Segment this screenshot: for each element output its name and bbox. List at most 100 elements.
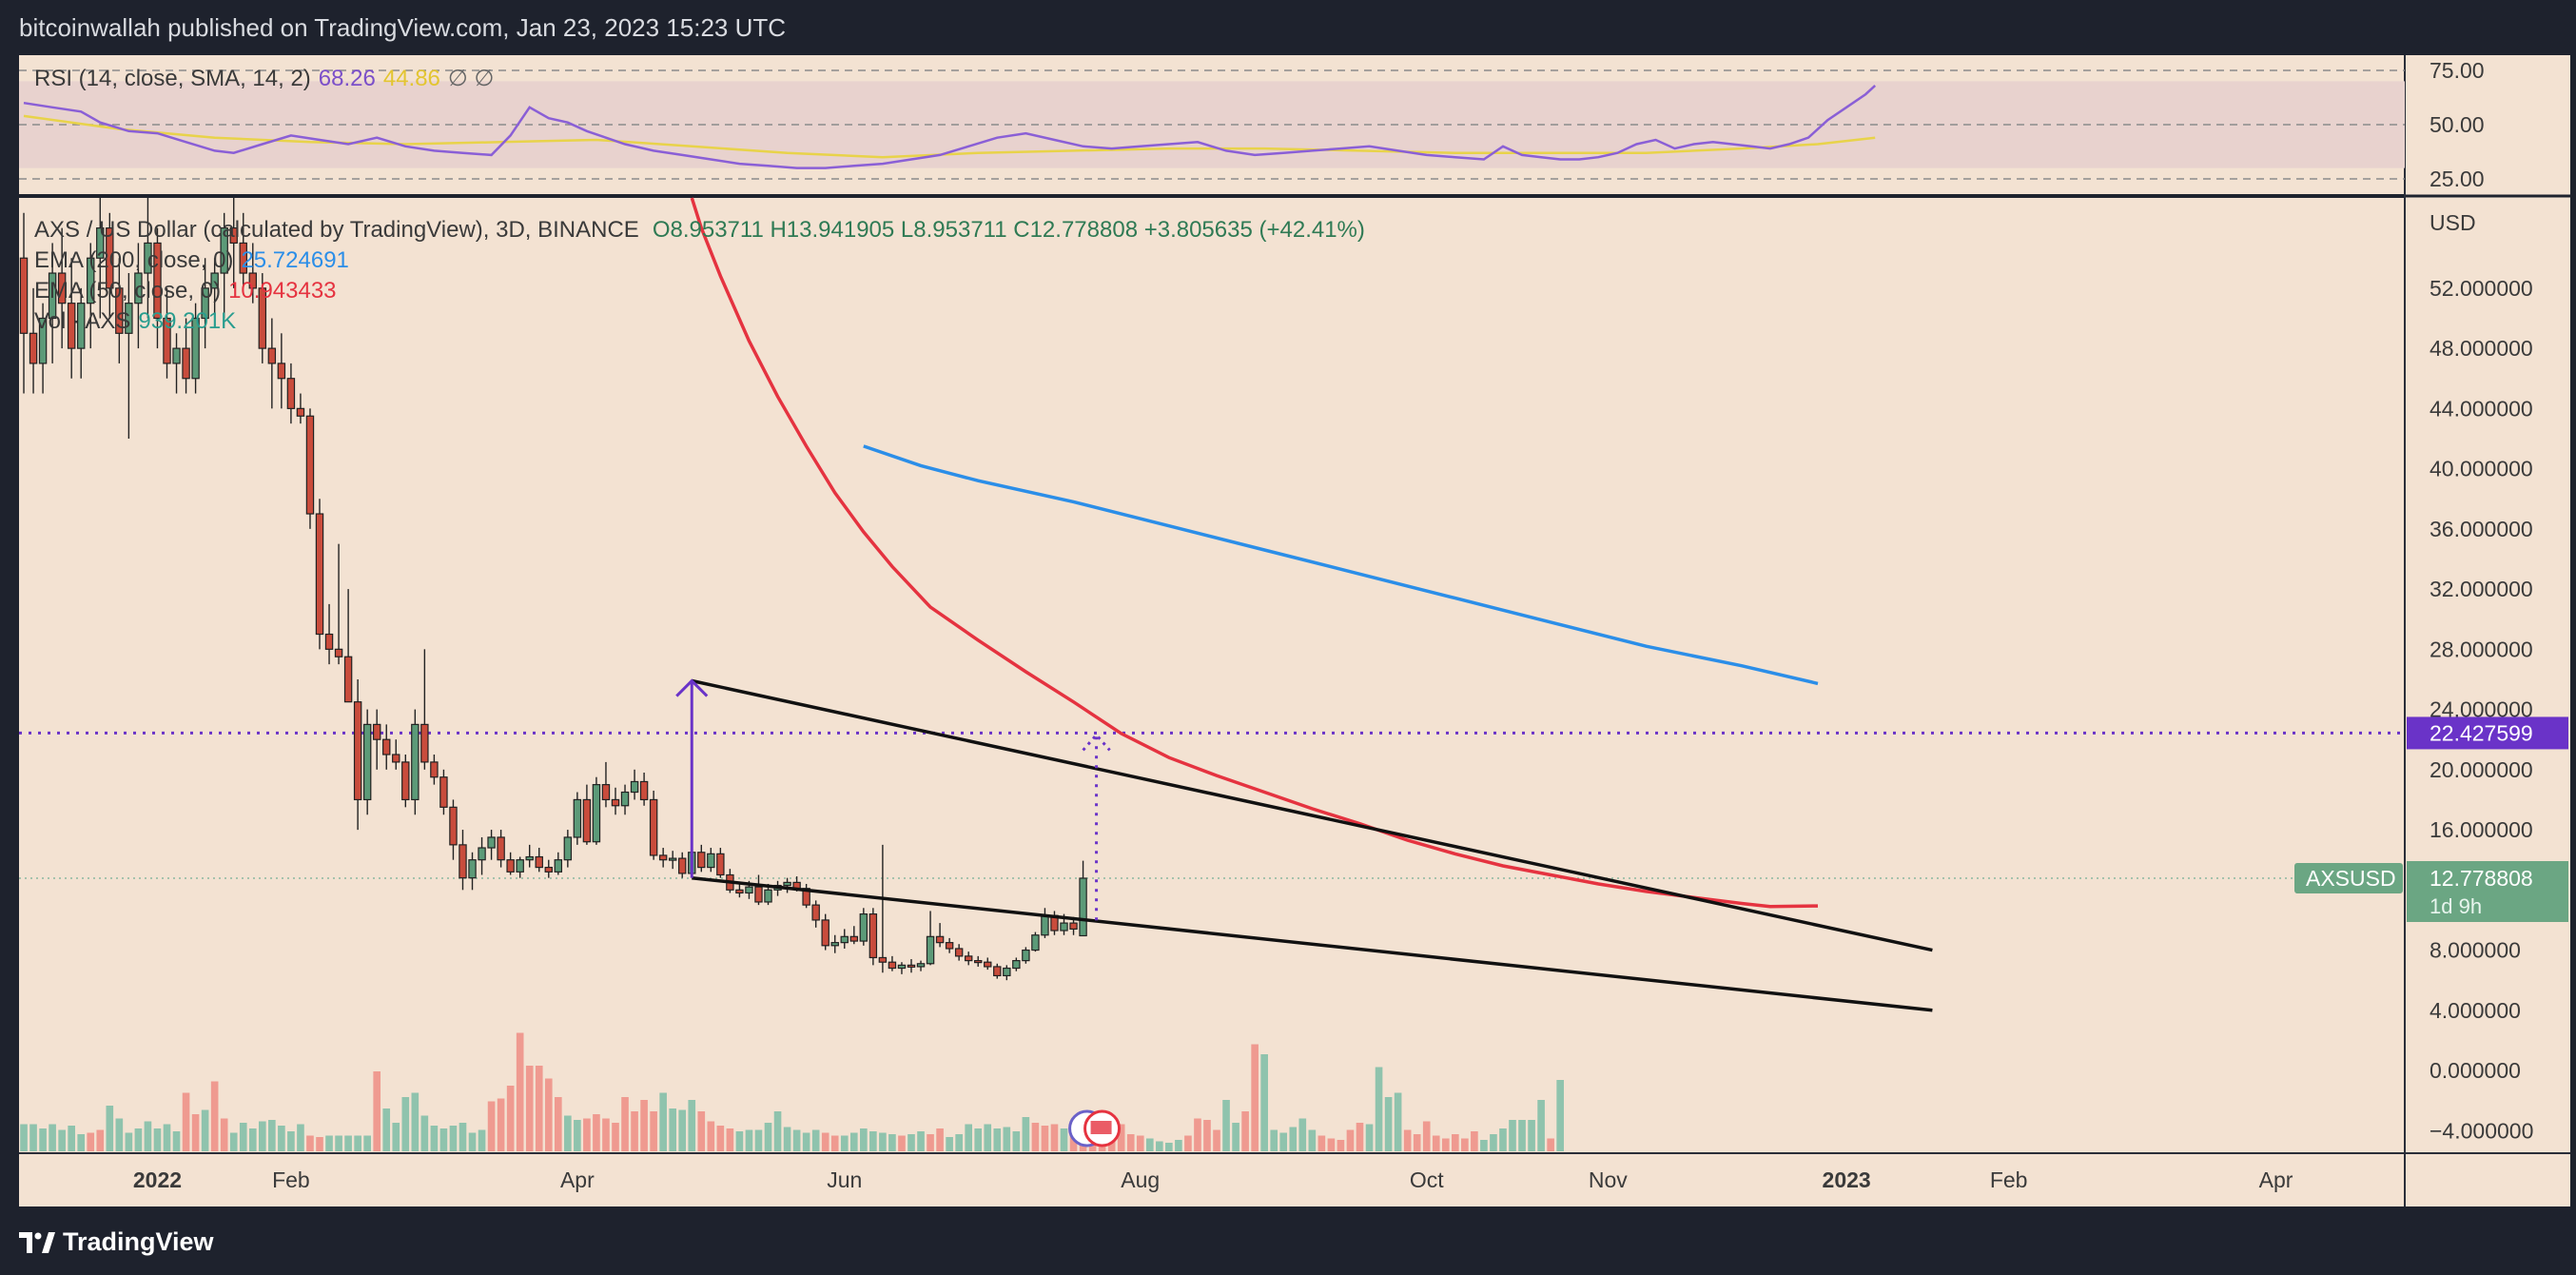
candle <box>420 649 429 770</box>
candle <box>993 963 1002 979</box>
volume-bar <box>363 1135 371 1151</box>
volume-bar <box>898 1135 906 1151</box>
candle-body <box>1069 922 1078 931</box>
volume-bar <box>1327 1138 1336 1151</box>
volume-bar <box>449 1126 458 1151</box>
candle <box>430 755 439 785</box>
candle <box>697 844 706 873</box>
volume-bar <box>1156 1141 1163 1151</box>
volume-bar <box>1528 1120 1535 1151</box>
volume-bar <box>392 1123 400 1151</box>
candle-body <box>125 303 133 334</box>
price-pane <box>19 198 2405 1153</box>
time-axis-label: Aug <box>1121 1167 1160 1192</box>
volume-bar <box>1337 1140 1345 1151</box>
volume-bar <box>1432 1135 1440 1151</box>
volume-bar <box>506 1086 515 1151</box>
candle-body <box>678 857 687 874</box>
volume-bar <box>325 1135 333 1151</box>
rsi-legend-value: 68.26 <box>318 66 376 91</box>
candle-body <box>926 935 935 965</box>
candle <box>620 784 630 815</box>
volume-bar <box>1441 1138 1450 1151</box>
candle-body <box>868 913 878 959</box>
volume-bar <box>1365 1124 1374 1151</box>
volume-bar <box>735 1131 744 1151</box>
volume-bar <box>153 1128 162 1151</box>
current-price-label: 12.778808 <box>2430 866 2533 891</box>
volume-bar <box>516 1032 524 1151</box>
rsi-legend-extra: ∅ ∅ <box>447 66 495 91</box>
candle <box>38 303 48 394</box>
volume-bar <box>172 1131 181 1151</box>
candle <box>516 856 524 878</box>
volume-bar <box>1556 1080 1564 1151</box>
tradingview-brand[interactable]: TradingView <box>19 1227 214 1257</box>
candle-body <box>67 303 76 349</box>
candle-body <box>954 948 964 957</box>
candle-body <box>296 407 305 417</box>
ema200-line <box>863 444 1819 686</box>
candle-body <box>411 723 420 801</box>
volume-bar <box>77 1134 86 1151</box>
candle <box>487 830 496 860</box>
candle-body <box>96 227 105 259</box>
volume-bar <box>1422 1121 1431 1151</box>
candle-body <box>191 317 200 380</box>
volume-bar <box>869 1131 877 1151</box>
volume-bar <box>144 1121 152 1151</box>
candle <box>649 790 658 860</box>
candle-body <box>258 287 267 349</box>
volume-bar <box>297 1124 304 1151</box>
candle-body <box>1003 967 1011 977</box>
volume-bar <box>411 1092 420 1151</box>
candle <box>48 243 57 363</box>
candle <box>783 877 791 893</box>
candle-body <box>163 317 171 364</box>
price-tick-label: 28.000000 <box>2430 637 2533 661</box>
candle-body <box>106 227 114 289</box>
candle <box>191 303 200 394</box>
candle-body <box>506 859 515 873</box>
volume-bar <box>917 1131 925 1151</box>
candle-body <box>658 854 668 861</box>
candle <box>220 212 228 319</box>
volume-bar <box>1356 1123 1364 1151</box>
volume-bar <box>1509 1120 1516 1151</box>
volume-bar <box>439 1128 448 1151</box>
volume-bar <box>430 1126 439 1151</box>
volume-bar <box>134 1128 143 1151</box>
candle <box>754 874 763 906</box>
volume-bar <box>1452 1134 1459 1151</box>
candle-body <box>286 378 296 409</box>
candle-body <box>497 836 505 861</box>
candle <box>67 258 76 379</box>
candle <box>658 848 668 868</box>
volume-bar <box>650 1111 657 1151</box>
volume-bar <box>344 1135 352 1151</box>
volume-bar <box>125 1132 133 1151</box>
volume-bar <box>259 1121 266 1151</box>
volume-bar <box>621 1097 629 1151</box>
price-tick-label: 36.000000 <box>2430 517 2533 541</box>
candle <box>878 844 888 973</box>
volume-value: 939.201K <box>138 308 237 334</box>
volume-bar <box>1547 1138 1554 1151</box>
volume-bar <box>468 1132 477 1151</box>
candle <box>802 883 810 909</box>
rsi-sma-legend-value: 44.86 <box>382 66 440 91</box>
candle <box>29 287 38 394</box>
time-axis-label: 2023 <box>1823 1167 1871 1192</box>
volume-bar <box>888 1134 896 1151</box>
time-axis-label: Feb <box>272 1167 310 1192</box>
volume-bar <box>659 1092 667 1151</box>
volume-bar <box>420 1115 429 1151</box>
time-axis-label: Apr <box>560 1167 595 1192</box>
candle-body <box>907 964 916 968</box>
volume-bar <box>1060 1128 1068 1151</box>
rsi-tick-label: 25.00 <box>2430 167 2485 191</box>
volume-bar <box>20 1124 28 1151</box>
volume-bar <box>373 1071 381 1151</box>
candle-body <box>544 866 553 873</box>
